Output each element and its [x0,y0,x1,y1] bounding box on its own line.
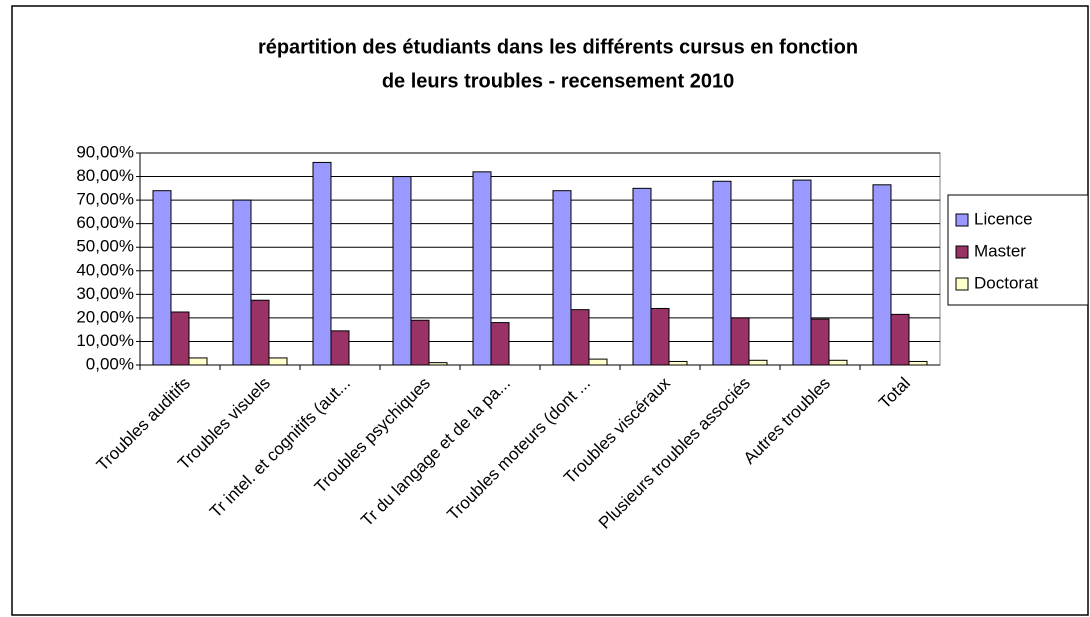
bar [730,317,750,366]
bar [570,309,590,366]
y-tick-label: 50,00% [76,237,134,256]
y-tick-label: 60,00% [76,213,134,232]
bar [392,176,412,366]
legend-swatch [955,245,969,259]
bar [908,360,928,366]
legend-box [947,194,1089,306]
bar [410,319,430,366]
bar [330,330,350,366]
legend-swatch [955,277,969,291]
y-tick-label: 80,00% [76,166,134,185]
bar [552,190,572,366]
bar [472,171,492,366]
legend-swatch [955,213,969,227]
bar [668,360,688,366]
legend-label: Master [974,241,1026,260]
bar [890,313,910,366]
bar [312,161,332,366]
legend-label: Licence [974,209,1033,228]
bar [872,184,892,366]
bar [650,307,670,366]
y-tick-label: 0,00% [86,354,134,373]
bar [188,357,208,366]
bar [268,357,288,366]
y-tick-label: 10,00% [76,331,134,350]
y-tick-label: 90,00% [76,142,134,161]
legend-label: Doctorat [974,273,1039,292]
bar [152,190,172,366]
bar [828,359,848,366]
bar [792,179,812,366]
bar [170,311,190,366]
y-tick-label: 40,00% [76,260,134,279]
bar [588,358,608,366]
chart-title: de leurs troubles - recensement 2010 [382,70,734,92]
y-tick-label: 30,00% [76,284,134,303]
chart-title: répartition des étudiants dans les diffé… [258,36,858,58]
bar [748,359,768,366]
y-tick-label: 20,00% [76,307,134,326]
bar [632,187,652,366]
bar [232,199,252,366]
bar [712,180,732,366]
y-tick-label: 70,00% [76,190,134,209]
bar [490,322,510,366]
bar [250,299,270,366]
bar [810,318,830,366]
